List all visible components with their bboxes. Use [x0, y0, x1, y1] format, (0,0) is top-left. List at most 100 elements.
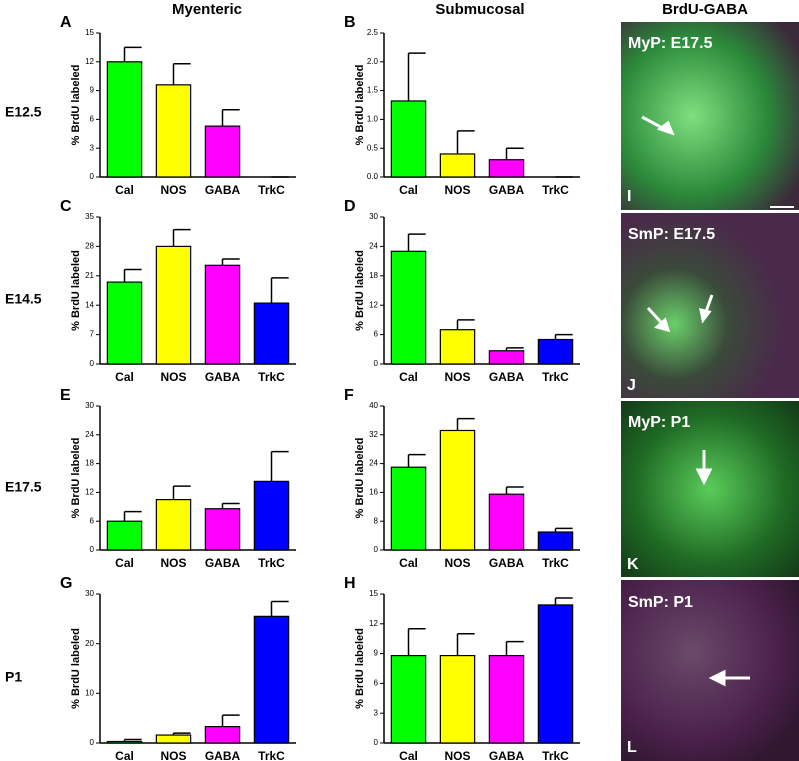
bar: [253, 302, 290, 365]
bar: [155, 499, 192, 551]
x-tick-label: Cal: [399, 370, 418, 384]
y-tick-label: 30: [85, 589, 94, 598]
y-tick-label: 20: [85, 639, 94, 648]
x-tick-label: GABA: [205, 749, 241, 761]
y-tick-label: 15: [85, 28, 94, 37]
x-tick-label: NOS: [444, 749, 470, 761]
bar: [390, 100, 427, 178]
x-tick-label: TrkC: [542, 183, 569, 197]
x-tick-label: NOS: [444, 183, 470, 197]
y-tick-label: 12: [85, 57, 94, 66]
y-tick-label: 21: [85, 271, 94, 280]
y-tick-label: 0: [374, 359, 379, 368]
y-tick-label: 7: [90, 330, 95, 339]
y-tick-label: 30: [369, 212, 378, 221]
x-tick-label: Cal: [399, 556, 418, 570]
y-tick-label: 0.0: [367, 172, 379, 181]
bar: [537, 338, 574, 365]
image-panel-letter: I: [627, 188, 631, 205]
x-tick-label: GABA: [489, 183, 525, 197]
image-panel-letter: J: [627, 377, 636, 394]
panel-letter: E: [60, 387, 71, 404]
bar: [488, 654, 525, 744]
bar: [439, 329, 476, 365]
y-tick-label: 32: [369, 430, 378, 439]
y-tick-label: 24: [85, 430, 94, 439]
bar: [253, 615, 290, 744]
y-tick-label: 0: [374, 545, 379, 554]
bar: [106, 520, 143, 551]
y-tick-label: 0: [90, 172, 95, 181]
y-tick-label: 3: [90, 143, 95, 152]
y-axis-label: % BrdU labeled: [70, 250, 82, 331]
bar: [155, 734, 192, 744]
bar: [390, 654, 427, 744]
y-tick-label: 15: [369, 589, 378, 598]
row-label: E14.5: [5, 291, 42, 307]
y-tick-label: 24: [369, 242, 378, 251]
x-tick-label: TrkC: [258, 370, 285, 384]
bar: [253, 480, 290, 551]
y-tick-label: 35: [85, 212, 94, 221]
y-axis-label: % BrdU labeled: [354, 65, 366, 146]
y-tick-label: 12: [369, 300, 378, 309]
y-tick-label: 2.5: [367, 28, 379, 37]
y-tick-label: 8: [374, 516, 379, 525]
x-tick-label: Cal: [115, 749, 134, 761]
y-tick-label: 12: [369, 619, 378, 628]
bar: [488, 159, 525, 178]
y-tick-label: 24: [369, 459, 378, 468]
y-tick-label: 30: [85, 401, 94, 410]
bar: [488, 350, 525, 365]
x-tick-label: TrkC: [258, 749, 285, 761]
bar: [106, 281, 143, 365]
image-label: SmP: E17.5: [628, 226, 715, 243]
x-tick-label: NOS: [444, 370, 470, 384]
image-label: SmP: P1: [628, 594, 693, 611]
bar: [204, 726, 241, 744]
y-tick-label: 18: [369, 271, 378, 280]
y-tick-label: 0: [90, 545, 95, 554]
bar: [537, 531, 574, 551]
y-tick-label: 6: [90, 115, 95, 124]
column-header: Myenteric: [172, 1, 242, 18]
x-tick-label: NOS: [160, 370, 186, 384]
y-axis-label: % BrdU labeled: [354, 438, 366, 519]
y-tick-label: 1.5: [367, 86, 379, 95]
panel-letter: H: [344, 575, 356, 592]
bar: [106, 740, 143, 744]
bar: [439, 654, 476, 744]
y-tick-label: 0: [374, 738, 379, 747]
x-tick-label: TrkC: [542, 749, 569, 761]
y-tick-label: 2.0: [367, 57, 379, 66]
y-tick-label: 0.5: [367, 143, 379, 152]
micrograph: [621, 22, 799, 210]
x-tick-label: GABA: [489, 749, 525, 761]
y-tick-label: 12: [85, 488, 94, 497]
bar: [390, 250, 427, 365]
y-tick-label: 6: [374, 330, 379, 339]
x-tick-label: GABA: [205, 556, 241, 570]
panel-letter: C: [60, 198, 72, 215]
column-header: BrdU-GABA: [662, 1, 748, 18]
y-tick-label: 9: [90, 86, 95, 95]
x-tick-label: TrkC: [542, 556, 569, 570]
x-tick-label: Cal: [115, 556, 134, 570]
arrow: [641, 115, 675, 136]
y-axis-label: % BrdU labeled: [354, 250, 366, 331]
bar: [488, 493, 525, 551]
x-tick-label: GABA: [489, 370, 525, 384]
panel-letter: B: [344, 14, 356, 31]
x-tick-label: TrkC: [258, 183, 285, 197]
y-axis-label: % BrdU labeled: [70, 438, 82, 519]
x-tick-label: TrkC: [258, 556, 285, 570]
micrograph: [621, 580, 799, 761]
panel-letter: A: [60, 14, 72, 31]
y-tick-label: 9: [374, 649, 379, 658]
y-tick-label: 0: [90, 359, 95, 368]
y-tick-label: 1.0: [367, 115, 379, 124]
panel-letter: D: [344, 198, 356, 215]
y-tick-label: 10: [85, 688, 94, 697]
bar: [439, 429, 476, 551]
